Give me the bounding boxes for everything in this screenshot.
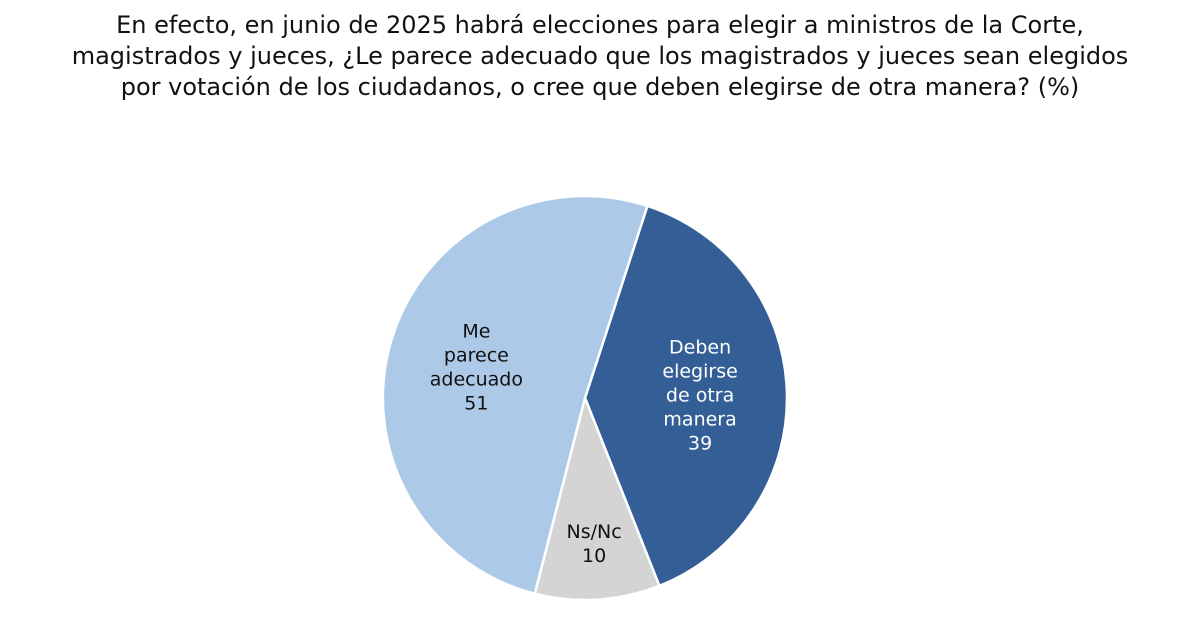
pie-category-label-2: adecuado: [430, 368, 523, 390]
pie-category-label-2: parece: [444, 344, 509, 366]
pie-slice-2: [381, 194, 649, 595]
chart-title-line-1: En efecto, en junio de 2025 habrá elecci…: [116, 11, 1084, 39]
pie-category-label-1: Ns/Nc: [567, 521, 622, 543]
pie-category-label-0: elegirse: [662, 360, 737, 382]
pie-category-label-0: Deben: [669, 336, 731, 358]
pie-category-label-2: Me: [462, 320, 490, 342]
chart-title-line-3: por votación de los ciudadanos, o cree q…: [120, 73, 1080, 101]
pie-labels: Deben elegirse de otra manera 39 Ns/Nc 10 Me par…: [430, 320, 738, 567]
pie-slice-1: [533, 396, 661, 602]
pie-label-0: Deben elegirse de otra manera 39: [662, 336, 737, 454]
chart-title-line-2: magistrados y jueces, ¿Le parece adecuad…: [71, 42, 1129, 70]
pie-category-label-0: de otra: [666, 384, 734, 406]
pie-value-label-2: 51: [464, 392, 488, 414]
pie-value-label-0: 39: [688, 432, 712, 454]
chart-title: En efecto, en junio de 2025 habrá elecci…: [0, 10, 1200, 103]
pie-label-2: Me parece adecuado 51: [430, 320, 523, 414]
pie-value-label-1: 10: [582, 545, 606, 567]
pie-slices: [381, 194, 789, 602]
pie-category-label-0: manera: [663, 408, 736, 430]
pie-label-1: Ns/Nc 10: [567, 521, 622, 567]
pie-slice-0: [583, 204, 789, 588]
